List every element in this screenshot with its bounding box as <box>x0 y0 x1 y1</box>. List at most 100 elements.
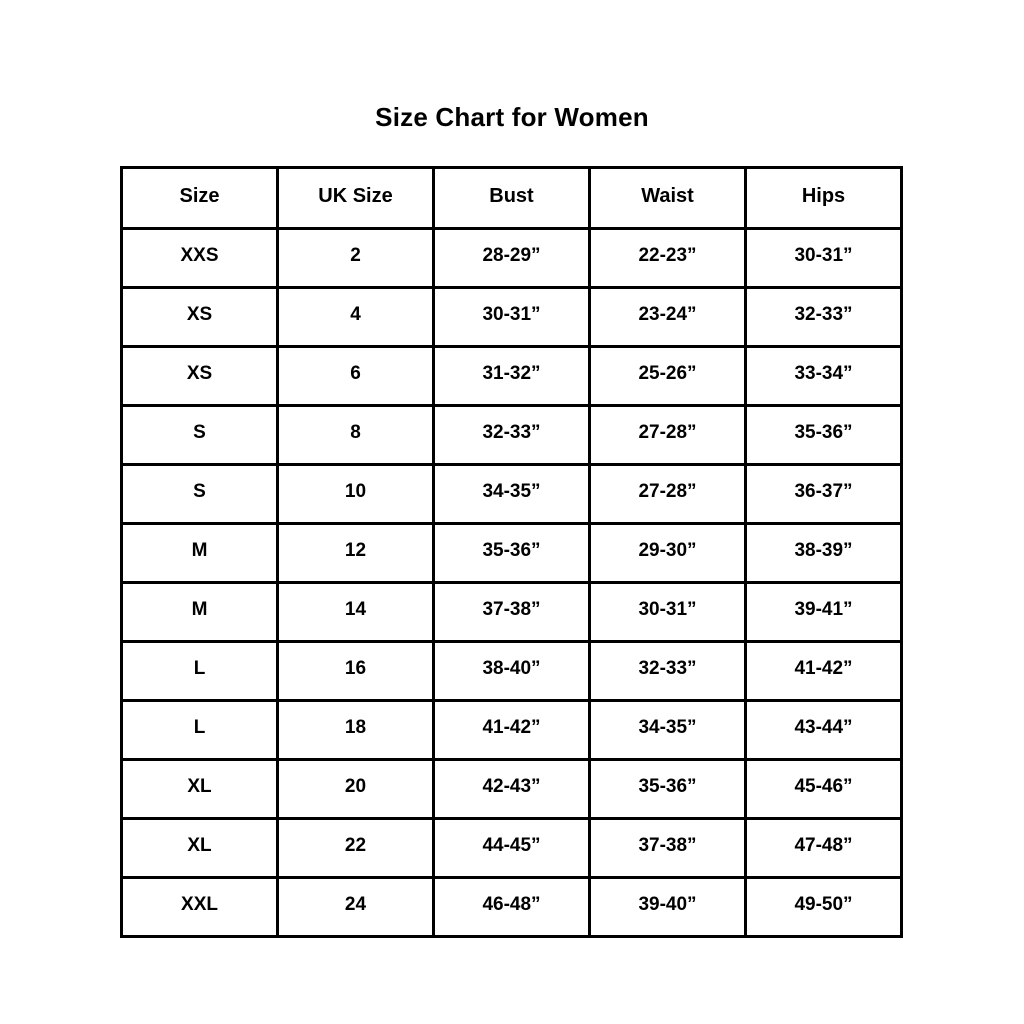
cell-value: 34-35” <box>638 717 697 738</box>
cell-value: 8 <box>350 422 361 443</box>
cell-hips: 39-41” <box>744 581 903 643</box>
table-row: XL 20 42-43” 35-36” 45-46” <box>120 758 903 820</box>
table-row: S 10 34-35” 27-28” 36-37” <box>120 463 903 525</box>
table-row: XXL 24 46-48” 39-40” 49-50” <box>120 876 903 938</box>
table-row: M 14 37-38” 30-31” 39-41” <box>120 581 903 643</box>
cell-uk-size: 4 <box>276 286 435 348</box>
cell-hips: 33-34” <box>744 345 903 407</box>
column-header-label: Bust <box>489 185 534 207</box>
table-row: S 8 32-33” 27-28” 35-36” <box>120 404 903 466</box>
cell-value: 28-29” <box>482 245 541 266</box>
cell-hips: 41-42” <box>744 640 903 702</box>
cell-value: 42-43” <box>482 776 541 797</box>
cell-size: M <box>120 581 279 643</box>
cell-size: XXS <box>120 227 279 289</box>
cell-value: 36-37” <box>794 481 853 502</box>
table-header: Size UK Size Bust Waist Hips <box>120 166 903 230</box>
cell-value: 22-23” <box>638 245 697 266</box>
column-header-hips: Hips <box>744 166 903 230</box>
page-title: Size Chart for Women <box>375 102 649 132</box>
table-header-row: Size UK Size Bust Waist Hips <box>120 166 903 230</box>
cell-uk-size: 6 <box>276 345 435 407</box>
cell-value: 25-26” <box>638 363 697 384</box>
cell-value: 27-28” <box>638 422 697 443</box>
cell-value: 20 <box>344 776 367 797</box>
table-row: XXS 2 28-29” 22-23” 30-31” <box>120 227 903 289</box>
cell-value: 6 <box>350 363 361 384</box>
cell-value: XS <box>186 363 213 384</box>
cell-value: 41-42” <box>794 658 853 679</box>
cell-value: 30-31” <box>794 245 853 266</box>
cell-value: 35-36” <box>794 422 853 443</box>
cell-value: 38-40” <box>482 658 541 679</box>
column-header-label: Size <box>179 185 220 207</box>
cell-uk-size: 2 <box>276 227 435 289</box>
cell-uk-size: 12 <box>276 522 435 584</box>
cell-uk-size: 16 <box>276 640 435 702</box>
cell-value: 32-33” <box>794 304 853 325</box>
cell-uk-size: 10 <box>276 463 435 525</box>
cell-value: XL <box>187 776 212 797</box>
cell-value: 41-42” <box>482 717 541 738</box>
cell-hips: 36-37” <box>744 463 903 525</box>
cell-value: 47-48” <box>794 835 853 856</box>
cell-hips: 35-36” <box>744 404 903 466</box>
column-header-label: Hips <box>801 185 846 207</box>
cell-value: L <box>193 658 206 679</box>
cell-waist: 37-38” <box>588 817 747 879</box>
cell-value: 32-33” <box>638 658 697 679</box>
cell-bust: 30-31” <box>432 286 591 348</box>
cell-value: 27-28” <box>638 481 697 502</box>
cell-size: L <box>120 640 279 702</box>
cell-value: 18 <box>344 717 367 738</box>
cell-waist: 27-28” <box>588 463 747 525</box>
size-chart-table: Size UK Size Bust Waist Hips <box>120 166 903 938</box>
cell-value: 34-35” <box>482 481 541 502</box>
cell-value: 46-48” <box>482 894 541 915</box>
cell-size: XL <box>120 817 279 879</box>
cell-hips: 30-31” <box>744 227 903 289</box>
cell-bust: 42-43” <box>432 758 591 820</box>
cell-uk-size: 20 <box>276 758 435 820</box>
cell-waist: 29-30” <box>588 522 747 584</box>
cell-value: 2 <box>350 245 361 266</box>
cell-bust: 34-35” <box>432 463 591 525</box>
cell-value: 16 <box>344 658 367 679</box>
column-header-waist: Waist <box>588 166 747 230</box>
cell-hips: 45-46” <box>744 758 903 820</box>
cell-waist: 30-31” <box>588 581 747 643</box>
cell-bust: 41-42” <box>432 699 591 761</box>
cell-value: 43-44” <box>794 717 853 738</box>
cell-bust: 46-48” <box>432 876 591 938</box>
cell-bust: 32-33” <box>432 404 591 466</box>
cell-value: 14 <box>344 599 367 620</box>
cell-uk-size: 14 <box>276 581 435 643</box>
cell-hips: 43-44” <box>744 699 903 761</box>
cell-waist: 23-24” <box>588 286 747 348</box>
cell-value: M <box>191 599 208 620</box>
cell-value: 22 <box>344 835 367 856</box>
cell-value: 30-31” <box>638 599 697 620</box>
cell-size: S <box>120 463 279 525</box>
cell-value: 33-34” <box>794 363 853 384</box>
cell-value: XXS <box>180 245 219 266</box>
cell-value: 23-24” <box>638 304 697 325</box>
cell-value: S <box>193 481 206 502</box>
cell-value: 31-32” <box>482 363 541 384</box>
cell-size: XS <box>120 286 279 348</box>
cell-value: 39-40” <box>638 894 697 915</box>
cell-uk-size: 18 <box>276 699 435 761</box>
cell-bust: 28-29” <box>432 227 591 289</box>
cell-value: 49-50” <box>794 894 853 915</box>
table-row: M 12 35-36” 29-30” 38-39” <box>120 522 903 584</box>
table-row: L 16 38-40” 32-33” 41-42” <box>120 640 903 702</box>
cell-size: XXL <box>120 876 279 938</box>
cell-value: 32-33” <box>482 422 541 443</box>
table-body: XXS 2 28-29” 22-23” 30-31” XS 4 30-31” 2… <box>120 227 903 938</box>
cell-hips: 38-39” <box>744 522 903 584</box>
cell-value: 12 <box>344 540 367 561</box>
cell-value: M <box>191 540 208 561</box>
size-chart-table-container: Size UK Size Bust Waist Hips <box>120 166 903 938</box>
cell-value: 39-41” <box>794 599 853 620</box>
cell-waist: 32-33” <box>588 640 747 702</box>
